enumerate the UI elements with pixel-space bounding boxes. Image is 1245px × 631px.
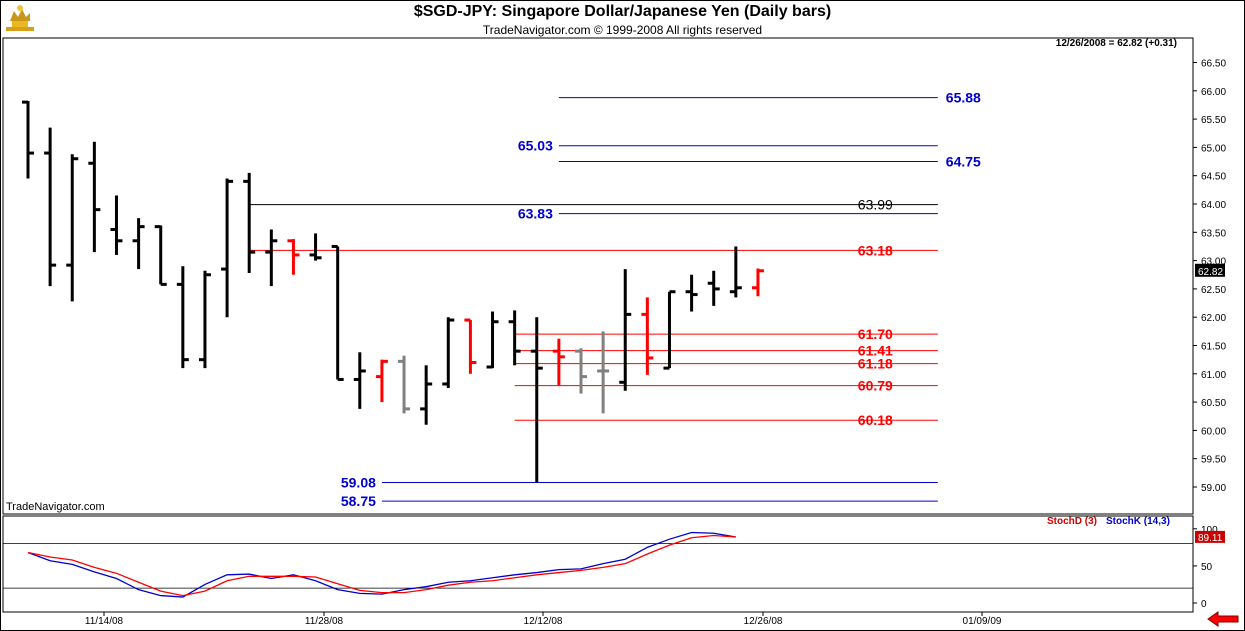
- y-tick-label: 59.00: [1201, 483, 1226, 494]
- y-tick-label: 62.00: [1201, 313, 1226, 324]
- stoch-panel-border: [2, 515, 1194, 613]
- axes: 59.00 59.50 60.00 60.50 61.00 61.50 62.00 62.50…: [2, 37, 1226, 613]
- x-tick-label: 01/09/09: [963, 616, 1002, 627]
- y-tick-label: 63.50: [1201, 228, 1226, 239]
- level-label: 64.75: [946, 154, 981, 170]
- y-tick-label: 65.00: [1201, 143, 1226, 154]
- last-price-badge: [1195, 263, 1225, 277]
- y-tick-label: 66.00: [1201, 87, 1226, 98]
- stoch-y-tick-label: 50: [1201, 562, 1213, 573]
- y-tick-label: 60.00: [1201, 426, 1226, 437]
- stochD-line: [27, 534, 736, 597]
- level-label: 65.03: [518, 138, 553, 154]
- watermark: TradeNavigator.com: [6, 501, 105, 513]
- level-label: 60.79: [858, 378, 893, 394]
- level-label: 58.75: [341, 493, 376, 509]
- level-label: 63.99: [858, 197, 893, 213]
- y-tick-label: 61.00: [1201, 370, 1226, 381]
- y-tick-label: 60.50: [1201, 398, 1226, 409]
- bull-bear-logo-icon: [6, 5, 34, 31]
- y-tick-label: 65.50: [1201, 115, 1226, 126]
- stoch-value-label: 89.11: [1198, 533, 1223, 544]
- y-tick-label: 63.00: [1201, 257, 1226, 268]
- y-tick-label: 61.50: [1201, 342, 1226, 353]
- level-label: 65.88: [946, 90, 981, 106]
- y-tick-label: 64.50: [1201, 172, 1226, 183]
- legend-stochK: StochK (14,3): [1106, 516, 1170, 527]
- x-tick-label: 12/26/08: [744, 616, 783, 627]
- legend-stochD: StochD (3): [1047, 516, 1097, 527]
- price-bars: [22, 100, 764, 483]
- last-price-label: 62.82: [1198, 267, 1223, 278]
- x-axis: 11/14/08 11/28/08 12/12/08 12/26/08 01/09/09: [85, 612, 1002, 627]
- chart-title: $SGD-JPY: Singapore Dollar/Japanese Yen …: [413, 3, 832, 20]
- level-label: 60.18: [858, 412, 893, 428]
- level-label: 63.18: [858, 242, 893, 258]
- y-tick-label: 64.00: [1201, 200, 1226, 211]
- price-panel-border: [2, 37, 1194, 515]
- x-tick-label: 12/12/08: [524, 616, 563, 627]
- level-lines: 65.88 65.03 64.75 63.99 63.83 63.18 61.7061.41…: [249, 90, 981, 509]
- scroll-left-arrow-icon[interactable]: [1206, 611, 1240, 627]
- level-label: 61.41: [858, 343, 893, 359]
- y-tick-label: 62.50: [1201, 285, 1226, 296]
- level-label: 61.70: [858, 326, 893, 342]
- level-label: 59.08: [341, 474, 376, 490]
- last-price-info: 12/26/2008 = 62.82 (+0.31): [1056, 38, 1177, 49]
- stochK-line: [27, 531, 736, 598]
- stoch-value-badge: [1195, 530, 1225, 543]
- chart-subtitle: TradeNavigator.com © 1999-2008 All right…: [482, 23, 763, 37]
- stoch-y-tick-label: 100: [1201, 525, 1218, 536]
- x-tick-label: 11/28/08: [305, 616, 344, 627]
- stoch-y-tick-label: 0: [1201, 599, 1207, 610]
- level-label: 61.18: [858, 356, 893, 372]
- y-tick-label: 66.50: [1201, 59, 1226, 70]
- y-tick-label: 59.50: [1201, 455, 1226, 466]
- level-label: 63.83: [518, 206, 553, 222]
- x-tick-label: 11/14/08: [85, 616, 124, 627]
